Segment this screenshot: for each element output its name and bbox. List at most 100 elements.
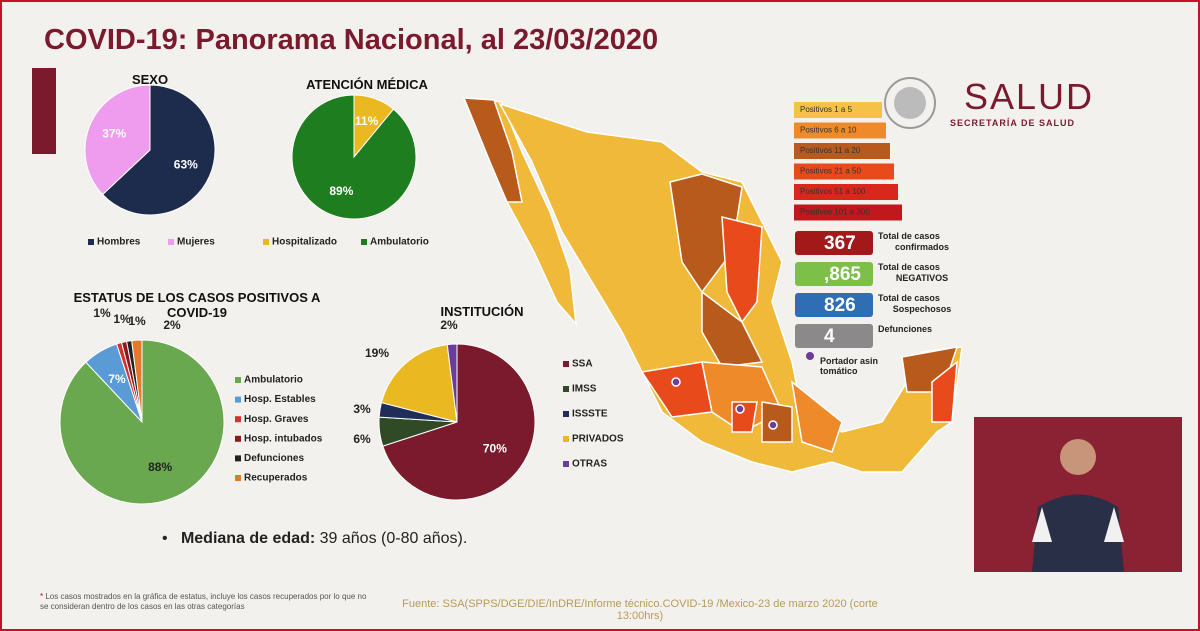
logo-title: SALUD	[964, 76, 1095, 117]
legend-swatch	[88, 239, 94, 245]
legend-label: Ambulatorio	[244, 375, 303, 386]
legend-swatch	[235, 377, 241, 383]
pie-slice	[382, 343, 536, 501]
map-legend-label: Positivos 101 a 300	[800, 208, 870, 217]
interpreter-video	[974, 417, 1182, 572]
pie-slice	[446, 343, 458, 423]
stat-label-line: Sospechosos	[893, 304, 952, 314]
map-legend-label: Positivos 11 a 20	[800, 146, 861, 155]
stat-number: 826	[824, 295, 856, 316]
legend-swatch	[563, 361, 569, 367]
median: • Mediana de edad: 39 años (0-80 años).	[162, 530, 468, 547]
stat-box	[795, 262, 873, 286]
stat-label-line: Total de casos	[878, 262, 940, 272]
stat-number: 367	[824, 233, 856, 254]
legend-label: Defunciones	[244, 453, 304, 464]
legend-label: Hosp. Estables	[244, 394, 316, 405]
value-label: 70%	[483, 442, 507, 456]
legend-label: Mujeres	[177, 237, 215, 248]
stat-box	[795, 293, 873, 317]
legend-label: Hombres	[97, 237, 141, 248]
map-legend-box	[794, 143, 890, 159]
legend-swatch	[235, 396, 241, 403]
legend-label: Hospitalizado	[272, 237, 337, 248]
value-label: 63%	[174, 158, 198, 172]
stat-label: Total de casos NEGATIVOS	[878, 262, 948, 283]
legend-label: SSA	[572, 359, 593, 370]
pie-title: ATENCIÓN MÉDICA	[306, 77, 428, 92]
value-label: 6%	[353, 432, 371, 446]
map	[462, 97, 963, 473]
legend-swatch	[235, 435, 241, 442]
stat-label: Total de casos confirmados	[878, 231, 949, 252]
legend-label: ISSSTE	[572, 409, 608, 420]
pie-title: SEXO	[131, 72, 169, 87]
map-legend-box	[794, 163, 894, 180]
legend-swatch	[235, 475, 241, 481]
stat-label-line: Total de casos	[878, 231, 940, 241]
legend-swatch	[361, 239, 367, 245]
legend-swatch	[563, 461, 569, 467]
pie-slice	[291, 94, 417, 220]
map-legend-label: Positivos 1 a 5	[800, 105, 853, 114]
stat-label-line: Total de casos	[878, 293, 940, 303]
pie-slice	[59, 339, 225, 505]
value-label: 7%	[108, 372, 126, 386]
footnote: * Los casos mostrados en la gráfica de e…	[40, 592, 367, 611]
legend-label: OTRAS	[572, 459, 607, 470]
emblem	[884, 77, 936, 129]
value-label: 11%	[355, 114, 379, 128]
legend-label: Hosp. intubados	[244, 433, 323, 444]
stat-number: 4	[824, 326, 835, 347]
pie-title: ESTATUS DE LOS CASOS POSITIVOS A COVID-1…	[73, 290, 321, 320]
value-label: 89%	[329, 184, 353, 198]
value-label: 1%	[113, 312, 131, 326]
map-legend-box	[794, 102, 882, 118]
slide-title: COVID-19: Panorama Nacional, al 23/03/20…	[44, 24, 659, 56]
map-legend-label: Positivos 6 a 10	[800, 126, 857, 135]
legend-swatch	[263, 239, 269, 245]
map-legend-label: Positivos 51 a 100	[800, 187, 866, 196]
legend-label: PRIVADOS	[572, 434, 624, 445]
legend-swatch	[235, 455, 241, 462]
pie-slice	[131, 339, 143, 423]
stat-box	[795, 324, 873, 348]
carrier-label: Portador asintomático	[820, 356, 879, 376]
legend-swatch	[168, 239, 174, 245]
map-legend-box	[794, 204, 902, 221]
legend-label: Hosp. Graves	[244, 414, 309, 425]
legend-swatch	[563, 411, 569, 417]
legend-label: IMSS	[572, 384, 597, 395]
value-label: 88%	[148, 460, 172, 474]
value-label: 37%	[102, 127, 126, 141]
stat-number: ,865	[824, 264, 861, 285]
stat-label-line: Defunciones	[878, 324, 932, 334]
value-label: 19%	[365, 346, 389, 360]
stat-label: Defunciones	[878, 324, 932, 334]
logo-subtitle: SECRETARÍA DE SALUD	[950, 118, 1076, 128]
value-label: 2%	[163, 318, 181, 332]
map-legend-box	[794, 122, 886, 139]
legend-label: Ambulatorio	[370, 237, 429, 248]
stat-box	[795, 231, 873, 255]
median-text: 39 años (0-80 años).	[319, 530, 468, 547]
map-legend-box	[794, 184, 898, 200]
value-label: 1%	[128, 314, 146, 328]
stat-label-line: confirmados	[895, 242, 949, 252]
source: Fuente: SSA(SPPS/DGE/DIE/InDRE/Informe t…	[402, 598, 878, 622]
map-legend-label: Positivos 21 a 50	[800, 167, 861, 176]
legend-swatch	[235, 416, 241, 423]
value-label: 2%	[440, 318, 458, 332]
value-label: 1%	[93, 306, 111, 320]
stat-label: Total de casos Sospechosos	[878, 293, 951, 314]
pie-slice	[380, 344, 458, 423]
pie-title: INSTITUCIÓN	[440, 304, 524, 319]
value-label: 3%	[353, 402, 371, 416]
legend-label: Recuperados	[244, 473, 308, 484]
pie-slice	[101, 84, 216, 216]
legend-swatch	[563, 436, 569, 442]
median-label: Mediana de edad:	[180, 530, 316, 547]
legend-swatch	[563, 386, 569, 392]
